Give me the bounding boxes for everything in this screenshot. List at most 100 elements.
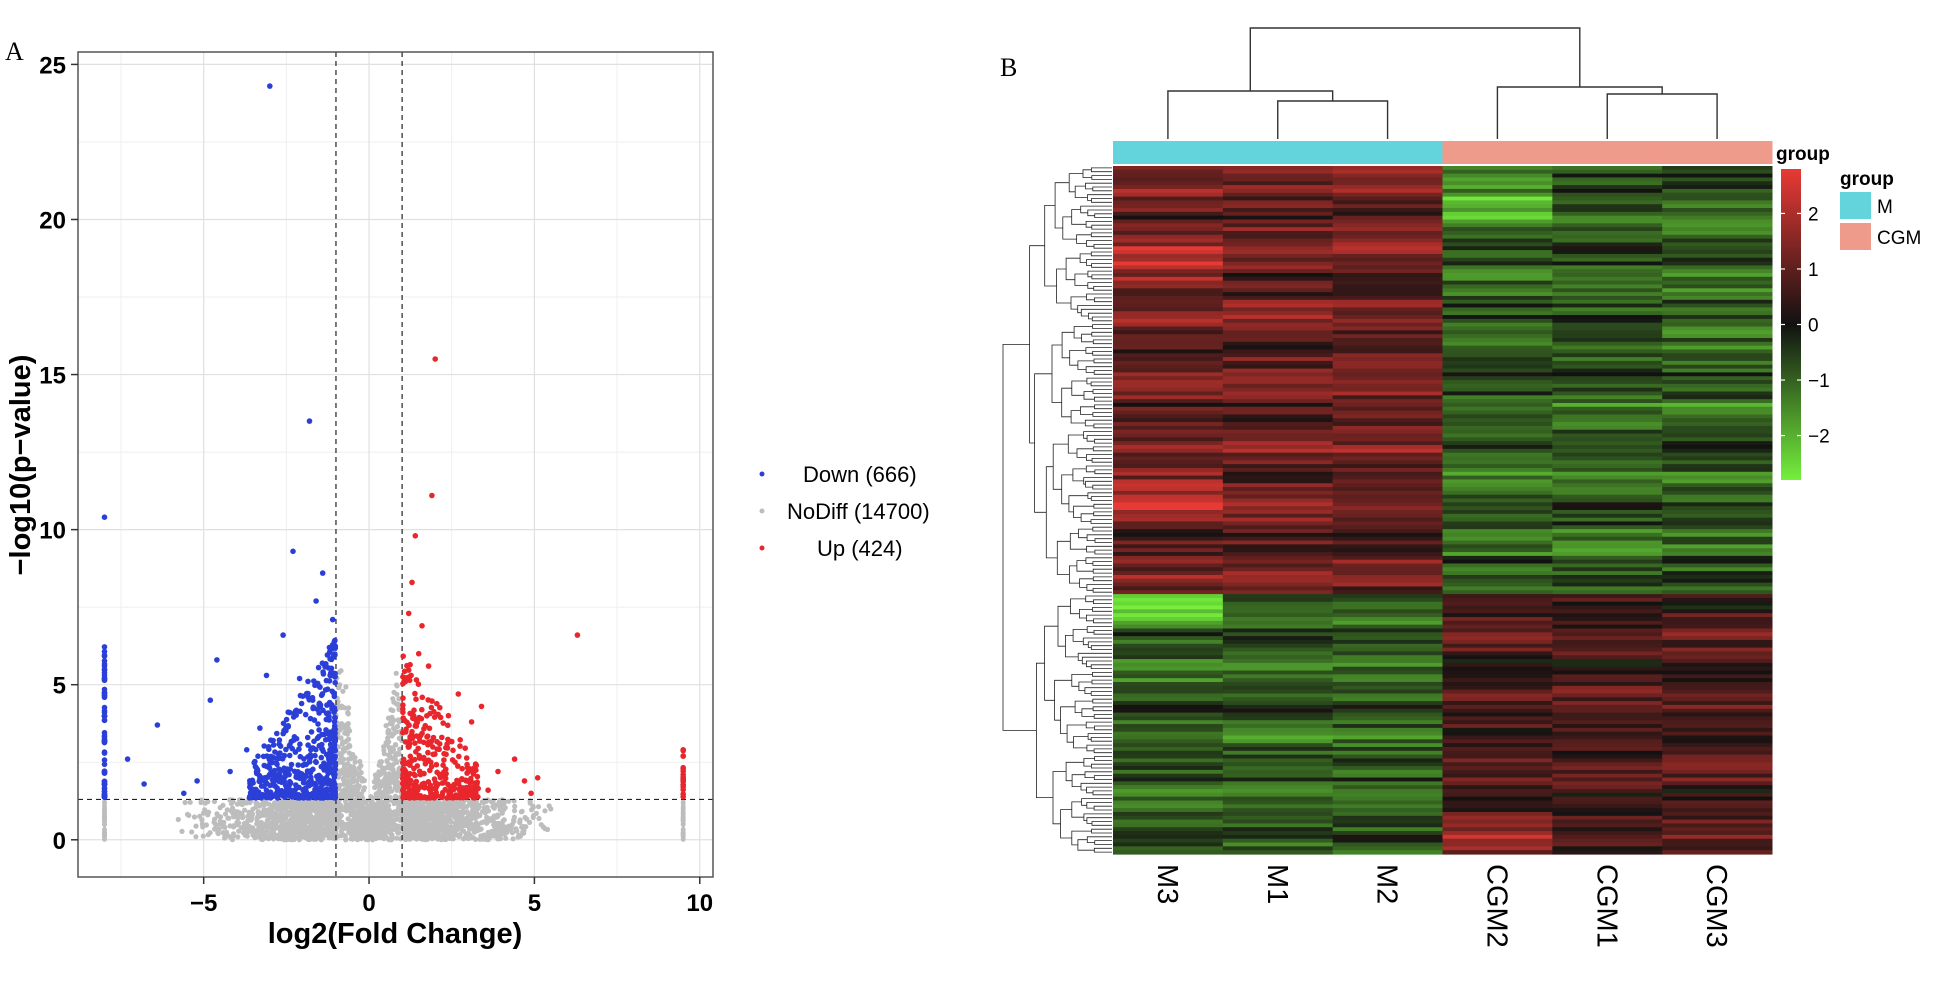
heatmap-cell xyxy=(1552,674,1663,679)
point-down xyxy=(290,548,296,555)
dendrogram-branch xyxy=(1056,540,1071,575)
heatmap-cell xyxy=(1552,536,1663,542)
dendrogram-branch xyxy=(1091,167,1112,173)
heatmap-cell xyxy=(1442,368,1553,373)
point-up xyxy=(465,768,472,775)
point-nodiff xyxy=(471,829,478,835)
heatmap-cell xyxy=(1552,578,1663,584)
heatmap-cell xyxy=(1662,647,1773,653)
heatmap-cell xyxy=(1442,827,1553,832)
heatmap-cell xyxy=(1662,785,1773,790)
point-nodiff xyxy=(236,797,243,803)
point-nodiff xyxy=(392,780,398,787)
dendrogram-branch xyxy=(1606,93,1718,139)
heatmap-cell xyxy=(1222,242,1334,247)
heatmap-cell xyxy=(1662,704,1773,710)
point-nodiff xyxy=(365,813,371,819)
point-down xyxy=(318,763,325,770)
heatmap-cell xyxy=(1442,452,1553,458)
point-nodiff xyxy=(338,833,345,839)
point-nodiff xyxy=(317,818,323,825)
point-nodiff xyxy=(222,811,229,817)
heatmap-cell xyxy=(1222,532,1334,538)
point-up xyxy=(680,764,686,771)
point-nodiff xyxy=(326,824,333,830)
heatmap-cell xyxy=(1222,364,1334,370)
dendrogram-branch xyxy=(1092,698,1112,704)
heatmap-cell xyxy=(1662,590,1773,595)
point-down xyxy=(332,674,338,680)
heatmap-cell xyxy=(1552,471,1663,477)
heatmap-cell xyxy=(1442,727,1553,733)
heatmap-cell xyxy=(1222,632,1334,637)
point-nodiff xyxy=(356,765,362,771)
point-nodiff xyxy=(231,831,237,837)
point-down xyxy=(320,707,326,714)
heatmap-cell xyxy=(1552,559,1663,565)
point-down xyxy=(283,716,290,723)
heatmap-cell xyxy=(1113,456,1224,461)
heatmap-cell xyxy=(1113,540,1224,545)
point-down xyxy=(214,657,220,663)
point-nodiff xyxy=(474,821,480,828)
heatmap-cell xyxy=(1332,441,1443,446)
point-down xyxy=(313,598,319,604)
heatmap-cell xyxy=(1552,670,1663,675)
point-nodiff xyxy=(244,818,250,825)
heatmap-cell xyxy=(1552,464,1663,469)
point-nodiff xyxy=(442,807,448,813)
heatmap-cell xyxy=(1552,166,1663,171)
dendrogram-branch xyxy=(1061,331,1075,359)
dendrogram-branch xyxy=(1080,782,1112,791)
point-nodiff xyxy=(354,793,360,800)
heatmap-cell xyxy=(1662,597,1773,603)
dendrogram-branch xyxy=(1085,721,1112,729)
heatmap-cell xyxy=(1552,192,1663,198)
heatmap-cell xyxy=(1222,246,1334,251)
heatmap-cell xyxy=(1113,276,1224,282)
point-nodiff xyxy=(231,814,237,820)
point-nodiff xyxy=(404,825,410,831)
heatmap-cell xyxy=(1113,177,1224,182)
heatmap-cell xyxy=(1222,208,1334,213)
dendrogram-branch xyxy=(1094,213,1112,218)
heatmap-cell xyxy=(1113,758,1224,763)
heatmap-cell xyxy=(1442,674,1553,679)
point-nodiff xyxy=(381,744,387,750)
point-nodiff xyxy=(394,812,400,818)
volcano-x-tick-label: 0 xyxy=(362,890,375,917)
heatmap-cell xyxy=(1442,299,1553,305)
heatmap-cell xyxy=(1662,299,1773,305)
point-nodiff xyxy=(420,819,426,825)
dendrogram-branch xyxy=(1093,775,1112,780)
heatmap-cell xyxy=(1442,456,1553,461)
heatmap-cell xyxy=(1662,735,1773,740)
point-nodiff xyxy=(342,772,348,778)
heatmap-cell xyxy=(1552,502,1663,507)
heatmap-cell xyxy=(1442,483,1553,488)
point-down xyxy=(276,737,283,743)
point-nodiff xyxy=(483,798,489,805)
point-down xyxy=(328,778,334,785)
point-nodiff xyxy=(362,830,368,836)
heatmap-cell xyxy=(1222,724,1334,729)
dendrogram-branch xyxy=(1091,175,1112,180)
point-down xyxy=(324,794,331,801)
heatmap-cell xyxy=(1222,517,1334,523)
point-nodiff xyxy=(346,821,352,827)
point-down xyxy=(295,762,302,768)
heatmap-cell xyxy=(1662,166,1773,171)
point-nodiff xyxy=(384,806,390,812)
dendrogram-branch xyxy=(1074,700,1093,713)
heatmap-cell xyxy=(1662,536,1773,542)
heatmap-cell xyxy=(1662,659,1773,664)
heatmap-cell xyxy=(1113,429,1224,435)
dendrogram-branch xyxy=(1084,771,1112,778)
heatmap-cell xyxy=(1662,357,1773,362)
heatmap-cell xyxy=(1442,227,1553,232)
heatmap-cell xyxy=(1222,380,1334,385)
point-nodiff xyxy=(236,828,242,834)
heatmap-cell xyxy=(1552,639,1663,645)
point-nodiff xyxy=(427,827,433,833)
